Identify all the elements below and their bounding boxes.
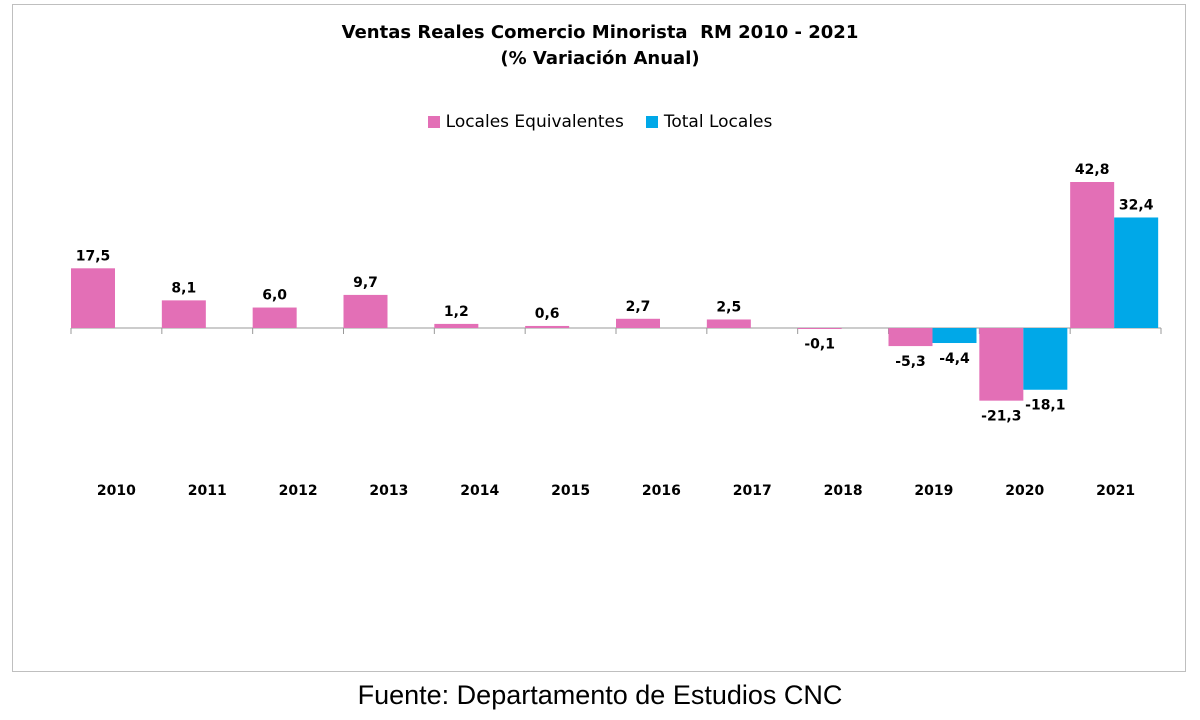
bar-locales-equivalentes bbox=[797, 328, 842, 329]
bar-locales-equivalentes bbox=[343, 294, 388, 328]
x-tick-label: 2021 bbox=[1096, 483, 1135, 499]
data-label: 32,4 bbox=[1119, 197, 1154, 213]
x-tick-label: 2020 bbox=[1005, 483, 1044, 499]
data-label: 2,7 bbox=[626, 299, 651, 315]
bar-locales-equivalentes bbox=[1070, 182, 1115, 328]
legend-swatch-locales-equivalentes bbox=[427, 116, 440, 128]
legend-item-total-locales: Total Locales bbox=[645, 112, 773, 132]
bar-total-locales bbox=[1023, 328, 1068, 390]
data-label: -5,3 bbox=[895, 354, 926, 370]
data-label: 0,6 bbox=[535, 306, 560, 322]
x-tick-label: 2018 bbox=[824, 483, 863, 499]
x-tick-label: 2013 bbox=[369, 483, 408, 499]
legend-label-total-locales: Total Locales bbox=[663, 112, 773, 132]
bar-total-locales bbox=[1114, 217, 1159, 328]
bar-locales-equivalentes bbox=[434, 323, 479, 328]
data-label: -4,4 bbox=[939, 351, 970, 367]
bar-total-locales bbox=[932, 328, 977, 344]
data-label: 8,1 bbox=[171, 280, 196, 296]
legend-swatch-total-locales bbox=[645, 116, 658, 128]
data-label: 9,7 bbox=[353, 275, 378, 291]
x-tick-label: 2012 bbox=[279, 483, 318, 499]
legend-item-locales-equivalentes: Locales Equivalentes bbox=[427, 112, 624, 132]
data-label: -21,3 bbox=[981, 409, 1021, 425]
data-label: 1,2 bbox=[444, 304, 469, 320]
chart-title-block: Ventas Reales Comercio Minorista RM 2010… bbox=[0, 20, 1200, 72]
bar-locales-equivalentes bbox=[525, 325, 570, 328]
chart-subtitle: (% Variación Anual) bbox=[500, 48, 700, 69]
data-label: 17,5 bbox=[76, 248, 111, 264]
data-label: 2,5 bbox=[716, 299, 741, 315]
bar-locales-equivalentes bbox=[979, 328, 1024, 401]
data-label: -18,1 bbox=[1025, 398, 1065, 414]
x-tick-label: 2011 bbox=[188, 483, 227, 499]
chart-title: Ventas Reales Comercio Minorista RM 2010… bbox=[341, 22, 859, 43]
source-note: Fuente: Departamento de Estudios CNC bbox=[357, 680, 843, 710]
legend: Locales Equivalentes Total Locales bbox=[0, 112, 1200, 132]
bar-locales-equivalentes bbox=[616, 318, 660, 328]
legend-label-locales-equivalentes: Locales Equivalentes bbox=[445, 112, 624, 132]
bar-locales-equivalentes bbox=[71, 268, 115, 328]
bar-locales-equivalentes bbox=[161, 300, 206, 328]
x-tick-label: 2016 bbox=[642, 483, 681, 499]
x-tick-label: 2014 bbox=[460, 483, 499, 499]
bar-locales-equivalentes bbox=[706, 319, 751, 328]
x-tick-label: 2015 bbox=[551, 483, 590, 499]
bar-locales-equivalentes bbox=[252, 307, 297, 328]
x-tick-label: 2010 bbox=[97, 483, 136, 499]
x-tick-label: 2019 bbox=[914, 483, 953, 499]
x-tick-label: 2017 bbox=[733, 483, 772, 499]
data-label: -0,1 bbox=[804, 336, 835, 352]
bar-locales-equivalentes bbox=[888, 328, 933, 347]
data-label: 6,0 bbox=[262, 288, 287, 304]
data-label: 42,8 bbox=[1075, 162, 1110, 178]
